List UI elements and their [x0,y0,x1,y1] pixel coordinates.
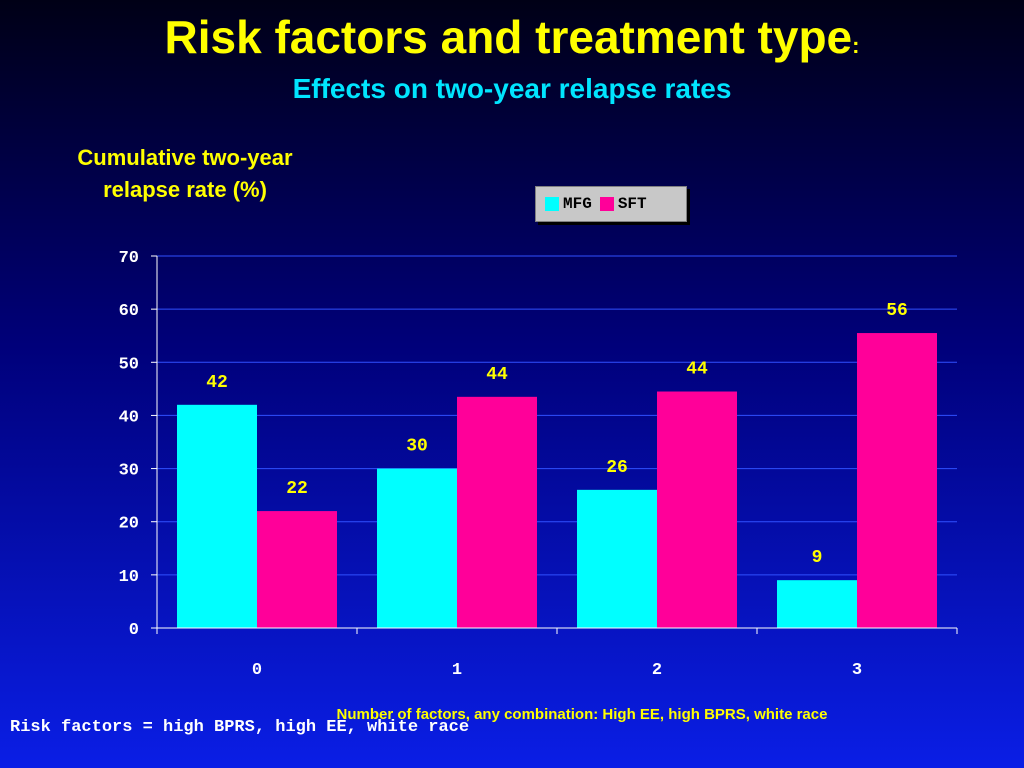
y-tick-label: 30 [119,462,139,481]
legend-label-sft: SFT [617,195,647,213]
slide-title-colon: : [852,33,860,58]
legend-label-mfg: MFG [563,195,592,213]
y-tick-label: 70 [119,249,139,268]
bar-sft [857,333,937,628]
data-label: 9 [812,548,823,568]
y-tick-label: 50 [119,355,139,374]
slide-title-text: Risk factors and treatment type [164,11,853,63]
bar-mfg [777,580,857,628]
data-label: 56 [886,301,908,321]
bar-mfg [377,468,457,628]
y-tick-label: 0 [129,621,139,640]
bar-sft [457,396,537,628]
bar-sft [657,391,737,628]
y-axis-label: Cumulative two-year relapse rate (%) [77,145,293,202]
slide-subtitle: Effects on two-year relapse rates [292,73,732,104]
y-tick-label: 60 [119,302,139,321]
x-tick-label: 3 [852,661,862,680]
y-tick-label: 20 [119,515,139,534]
footnote: Risk factors = high BPRS, high EE, white… [10,718,470,737]
legend-swatch-mfg [545,197,559,211]
bar-sft [257,511,337,628]
legend-swatch-sft [599,197,614,211]
data-label: 26 [606,458,628,478]
bar-mfg [577,489,657,628]
data-label: 44 [486,365,508,385]
y-tick-label: 10 [119,568,139,587]
data-label: 30 [406,437,428,457]
x-tick-label: 2 [652,661,662,680]
x-axis-label: Number of factors, any combination: High… [336,706,828,723]
y-tick-label: 40 [119,408,139,427]
chart-legend: MFG SFT [535,186,687,222]
slide-title: Risk factors and treatment type: [0,10,1024,73]
bar-mfg [177,404,257,628]
legend-item-sft: SFT [599,195,647,213]
data-label: 42 [206,373,228,393]
data-label: 44 [686,360,708,380]
legend-item-mfg: MFG [545,195,592,213]
x-tick-label: 1 [452,661,462,680]
x-tick-label: 0 [252,661,262,680]
data-label: 22 [286,479,308,499]
